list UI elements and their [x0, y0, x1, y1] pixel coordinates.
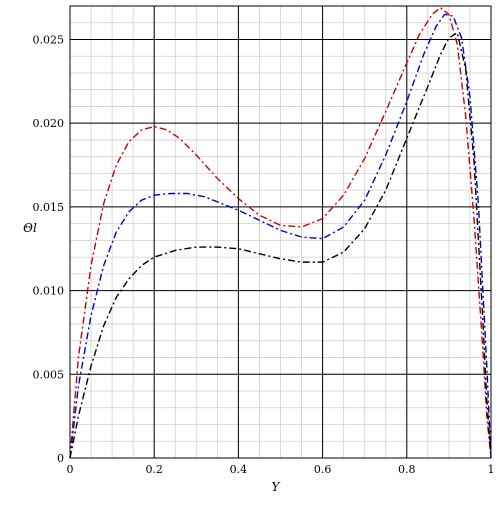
tick-labels: 0 0.2 0.4 0.6 0.8 1 0 0.005 0.010 0.015 0.020 0.025	[33, 33, 495, 476]
y-tick-label: 0.005	[33, 368, 65, 381]
series-line-3	[69, 32, 492, 459]
x-tick-label: 0.2	[145, 463, 163, 476]
series-group	[69, 6, 492, 459]
plot-frame	[69, 5, 492, 459]
grid	[69, 5, 492, 459]
y-tick-label: 0.015	[33, 201, 65, 214]
x-tick-label: 0.4	[230, 463, 248, 476]
y-axis-title: Θl	[23, 221, 37, 235]
x-axis-title: Y	[272, 480, 281, 494]
y-tick-label: 0.010	[33, 285, 65, 298]
plot-border	[69, 5, 492, 459]
series-line-1	[69, 6, 492, 459]
x-tick-label: 0	[67, 463, 74, 476]
series-line-2	[69, 13, 492, 459]
x-tick-label: 0.8	[398, 463, 416, 476]
x-tick-label: 1	[488, 463, 495, 476]
y-tick-label: 0.025	[33, 33, 65, 46]
x-tick-label: 0.6	[314, 463, 332, 476]
y-tick-label: 0.020	[33, 117, 65, 130]
y-tick-label: 0	[57, 452, 64, 465]
